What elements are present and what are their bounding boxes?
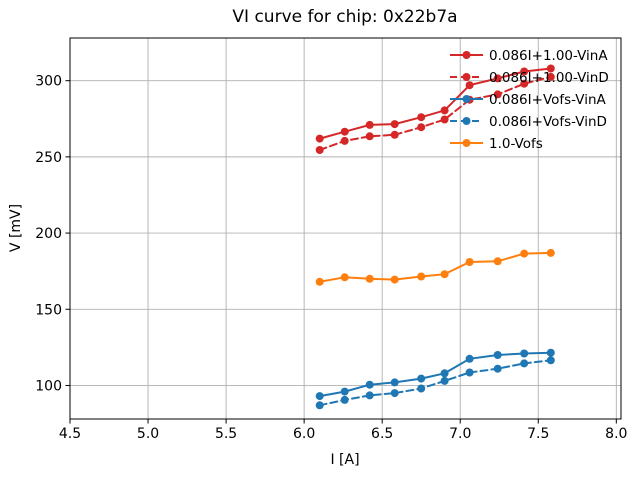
x-tick-label: 7.5	[527, 426, 549, 442]
data-point	[417, 384, 426, 393]
data-point	[520, 249, 529, 258]
data-point	[440, 270, 449, 279]
legend-sample-marker	[462, 139, 471, 147]
data-point	[417, 272, 426, 281]
data-point	[440, 106, 449, 115]
data-point	[365, 120, 374, 129]
data-point	[417, 113, 426, 122]
legend-layer: 0.086I+1.00-VinA 0.086I+1.00-VinD 0.086I+V…	[450, 48, 609, 152]
legend-sample-marker	[462, 95, 471, 103]
legend-sample-marker	[462, 51, 471, 59]
tick-layer: 4.5 5.0 5.5 6.0 6.5 7.0 7.5 8.0 100 150 200 250 300	[35, 74, 627, 442]
data-point	[315, 401, 324, 410]
data-point	[440, 376, 449, 385]
series-line-4	[318, 251, 552, 283]
y-tick-label: 300	[35, 74, 62, 90]
legend-sample-marker	[462, 117, 471, 125]
data-point	[390, 130, 399, 139]
x-tick-label: 5.5	[215, 426, 237, 442]
x-tick-label: 5.0	[137, 426, 159, 442]
data-point	[390, 389, 399, 398]
data-point	[340, 387, 349, 396]
series-line-0	[318, 67, 552, 140]
series-line-2	[318, 351, 552, 398]
data-point	[315, 392, 324, 401]
data-point	[520, 67, 529, 76]
data-point	[315, 277, 324, 286]
legend-sample-marker	[462, 73, 471, 81]
data-point	[417, 374, 426, 383]
data-point	[390, 378, 399, 387]
data-point	[520, 359, 529, 368]
chart-title: VI curve for chip: 0x22b7a	[232, 7, 457, 27]
x-tick-label: 6.0	[293, 426, 315, 442]
data-point	[546, 248, 555, 257]
y-tick-label: 250	[35, 150, 62, 166]
data-point	[546, 356, 555, 365]
data-point	[520, 79, 529, 88]
y-tick-label: 200	[35, 226, 62, 242]
data-point	[465, 258, 474, 266]
data-point	[493, 90, 502, 99]
data-point	[365, 391, 374, 400]
plot-border	[69, 37, 622, 420]
legend-item-label: 0.086I+Vofs-VinA	[489, 92, 606, 108]
y-tick-label: 150	[35, 302, 62, 318]
data-point	[365, 274, 374, 283]
legend-item-label: 0.086I+Vofs-VinD	[489, 114, 607, 130]
data-point	[493, 351, 502, 359]
data-point	[546, 64, 555, 73]
x-tick-label: 6.5	[371, 426, 393, 442]
series-line-1	[318, 75, 552, 151]
data-point	[390, 275, 399, 284]
x-tick-label: 8.0	[605, 426, 627, 442]
x-tick-label: 7.0	[449, 426, 471, 442]
data-point	[340, 136, 349, 145]
data-point	[546, 348, 555, 357]
data-point	[493, 364, 502, 373]
data-point	[465, 81, 474, 90]
legend-item-label: 0.086I+1.00-VinA	[489, 48, 608, 64]
data-point	[315, 134, 324, 143]
x-axis-label: I [A]	[330, 452, 359, 468]
legend-item-label: 0.086I+1.00-VinD	[489, 70, 609, 86]
data-point	[340, 395, 349, 404]
data-point	[390, 120, 399, 129]
y-axis-label: V [mV]	[8, 204, 24, 252]
grid-layer	[69, 38, 621, 419]
data-point	[365, 380, 374, 389]
data-point	[520, 349, 529, 358]
legend-item-label: 1.0-Vofs	[489, 136, 543, 152]
y-tick-label: 100	[35, 378, 62, 394]
axes-layer	[69, 37, 622, 420]
data-point	[546, 72, 555, 81]
data-point	[440, 115, 449, 124]
data-point	[493, 257, 502, 266]
data-point	[340, 127, 349, 136]
data-point	[465, 354, 474, 363]
data-point	[315, 146, 324, 154]
series-line-3	[318, 359, 552, 407]
x-tick-label: 4.5	[59, 426, 81, 442]
data-point	[465, 368, 474, 377]
data-point	[440, 369, 449, 378]
data-point	[340, 273, 349, 282]
data-point	[417, 123, 426, 132]
data-point	[365, 132, 374, 141]
series-layer	[315, 64, 555, 410]
data-point	[493, 74, 502, 83]
